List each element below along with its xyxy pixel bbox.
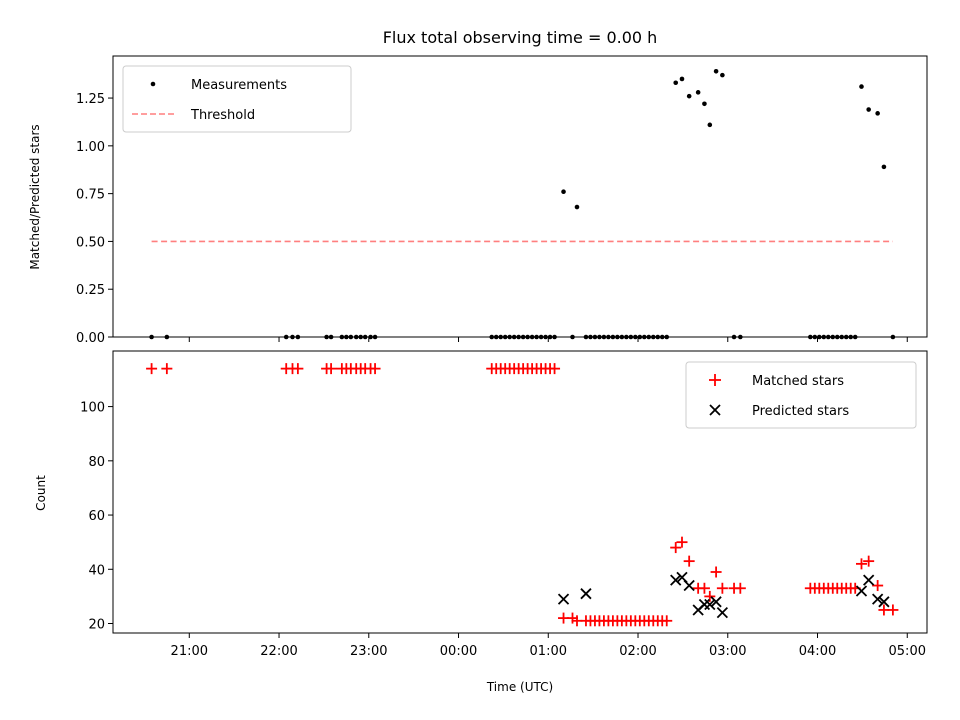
matched-star-point	[292, 363, 304, 375]
bottom-y-tick-label: 40	[88, 563, 105, 578]
x-tick-label: 05:00	[889, 644, 926, 659]
matched-star-point	[855, 558, 867, 570]
x-tick-label: 22:00	[260, 644, 297, 659]
measurement-point	[673, 80, 679, 86]
predicted-star-point	[670, 574, 682, 586]
predicted-star-point	[872, 593, 884, 605]
legend-matched-label: Matched stars	[752, 374, 844, 389]
predicted-star-point	[716, 607, 729, 619]
matched-star-point	[369, 363, 381, 375]
top-plot-area: 0.00 0.25 0.50 0.75 1.00 1.25	[76, 55, 928, 346]
top-y-tick-label: 0.50	[76, 235, 105, 250]
top-y-tick-label: 0.25	[76, 283, 105, 298]
x-tick-label: 00:00	[440, 644, 477, 659]
x-tick-label: 04:00	[799, 644, 836, 659]
measurement-point	[679, 76, 685, 82]
matched-star-point	[734, 582, 746, 594]
bottom-legend: Matched stars Predicted stars	[685, 361, 917, 429]
measurement-point	[859, 84, 864, 89]
measurement-point	[695, 90, 701, 95]
measurement-point	[875, 111, 880, 116]
matched-star-point	[146, 363, 158, 375]
matched-star-point	[872, 580, 884, 592]
measurement-point	[702, 101, 707, 107]
measurement-point	[686, 93, 692, 99]
top-y-tick-label: 0.75	[76, 188, 105, 203]
x-axis-label: Time (UTC)	[486, 680, 553, 694]
matched-star-point	[661, 615, 673, 627]
measurement-point	[713, 68, 719, 74]
matched-star-point	[670, 542, 682, 554]
matched-star-point	[698, 582, 710, 594]
bottom-y-tick-label: 60	[88, 509, 105, 524]
x-tick-label: 03:00	[709, 644, 746, 659]
bottom-y-tick-label: 100	[80, 401, 105, 416]
predicted-star-point	[878, 596, 890, 608]
bottom-y-tick-label: 80	[88, 455, 105, 470]
legend-measurements-label: Measurements	[191, 78, 287, 93]
top-y-tick-label: 1.25	[76, 92, 105, 107]
legend-threshold-label: Threshold	[190, 108, 255, 123]
predicted-star-point	[863, 574, 875, 586]
measurement-point	[881, 164, 887, 170]
matched-star-point	[161, 363, 173, 375]
measurement-point	[561, 189, 566, 195]
top-y-axis-label: Matched/Predicted stars	[28, 124, 42, 269]
predicted-star-point	[710, 596, 722, 608]
x-tick-label: 23:00	[350, 644, 387, 659]
matched-star-point	[710, 566, 722, 578]
legend-predicted-label: Predicted stars	[752, 404, 849, 419]
bottom-plot-area: 20 40 60 80 100 21:00 22:00 23:00 00:00 01:00 02:0…	[80, 350, 928, 659]
measurement-point	[866, 107, 871, 112]
predicted-star-point	[855, 585, 868, 597]
legend-measurements-marker	[150, 81, 156, 87]
x-tick-label: 21:00	[171, 644, 208, 659]
measurement-point	[574, 204, 580, 210]
bottom-y-tick-label: 20	[88, 618, 105, 633]
measurement-point	[707, 122, 713, 128]
top-y-tick-label: 0.00	[76, 331, 105, 346]
matched-star-point	[716, 582, 728, 594]
x-tick-label: 01:00	[530, 644, 567, 659]
top-y-tick-label: 1.00	[76, 140, 105, 155]
predicted-star-point	[557, 593, 570, 605]
measurement-point	[720, 72, 725, 78]
matched-star-point	[683, 555, 695, 567]
matched-star-point	[549, 363, 561, 375]
chart-title: Flux total observing time = 0.00 h	[383, 28, 658, 47]
predicted-star-point	[698, 598, 711, 611]
matched-star-point	[676, 536, 688, 548]
bottom-y-axis-label: Count	[34, 475, 48, 511]
x-tick-label: 02:00	[619, 644, 656, 659]
legend-predicted-marker	[709, 404, 721, 416]
predicted-star-point	[704, 598, 716, 611]
predicted-star-point	[683, 579, 695, 592]
top-legend: Measurements Threshold	[122, 65, 352, 133]
matched-star-point	[887, 604, 899, 616]
legend-matched-marker	[709, 374, 721, 386]
matched-star-point	[863, 555, 875, 567]
predicted-star-point	[580, 588, 592, 600]
matched-star-point	[325, 363, 337, 375]
